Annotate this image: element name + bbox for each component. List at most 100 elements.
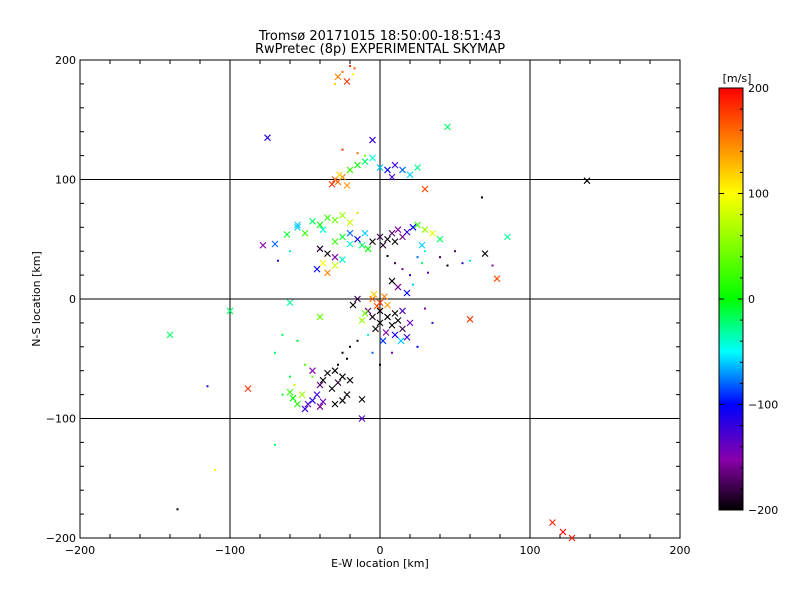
data-point-cross (369, 313, 376, 321)
data-point-cross (328, 180, 336, 188)
data-point-cross (294, 223, 301, 231)
data-point-cross (436, 235, 444, 243)
data-point-cross (259, 241, 267, 249)
data-point-cross (289, 394, 297, 402)
data-point-cross (466, 315, 474, 323)
data-point-cross (331, 262, 339, 269)
data-point-cross (324, 269, 331, 277)
x-tick-label: 0 (377, 544, 384, 557)
data-point-cross (381, 293, 388, 300)
data-point-cross (354, 235, 361, 243)
data-point-cross (421, 226, 429, 234)
data-point-dot (214, 468, 216, 471)
data-point-cross (358, 241, 366, 249)
data-point-cross (444, 123, 451, 131)
data-point-dot (353, 67, 356, 70)
data-point-dot (431, 321, 434, 324)
data-point-dot (349, 64, 351, 67)
data-point-cross (319, 259, 327, 267)
tick-marks (79, 59, 681, 539)
y-tick-label: 0 (69, 293, 76, 306)
data-point-dot (356, 211, 359, 214)
data-point-cross (339, 211, 346, 219)
data-point-cross (403, 289, 411, 297)
data-point-cross (301, 229, 309, 237)
data-point-cross (361, 229, 369, 237)
data-point-dot (341, 351, 344, 354)
data-point-dot (274, 443, 276, 446)
data-point-cross (331, 367, 339, 375)
data-point-dot (349, 345, 351, 348)
data-point-dot (394, 262, 396, 265)
data-point-cross (504, 233, 511, 241)
data-point-cross (331, 253, 339, 261)
data-point-dot (341, 70, 344, 73)
y-axis-label: N-S location [km] (30, 251, 43, 347)
data-point-dot (281, 333, 284, 336)
data-point-dot (341, 148, 344, 151)
data-point-cross (421, 185, 429, 193)
data-point-cross (373, 302, 381, 310)
data-point-cross (339, 373, 346, 381)
data-point-cross (283, 231, 291, 238)
data-point-dot (421, 262, 423, 265)
data-point-cross (549, 519, 556, 526)
data-point-cross (409, 223, 417, 231)
data-point-cross (406, 319, 414, 327)
data-point-dot (446, 264, 449, 267)
data-point-cross (328, 385, 336, 393)
data-point-cross (324, 369, 331, 377)
data-point-dot (424, 250, 426, 253)
data-point-cross (568, 534, 576, 542)
data-point-cross (369, 154, 376, 162)
data-point-cross (339, 256, 346, 263)
data-point-cross (331, 400, 339, 408)
data-point-cross (334, 379, 342, 387)
data-point-dot (469, 259, 471, 262)
data-points (166, 64, 591, 542)
data-point-cross (286, 388, 294, 396)
colorbar-tick-label: −200 (748, 504, 778, 517)
data-point-dot (277, 259, 279, 262)
data-point-dot (427, 271, 429, 274)
data-point-cross (346, 240, 354, 248)
x-axis-label: E-W location [km] (331, 557, 429, 570)
data-point-cross (414, 164, 421, 171)
data-point-cross (346, 219, 354, 226)
data-point-cross (304, 400, 312, 408)
data-point-cross (391, 161, 399, 169)
data-point-dot (304, 363, 306, 366)
data-point-cross (316, 245, 324, 253)
data-point-cross (429, 229, 436, 237)
data-point-cross (406, 171, 414, 179)
data-point-dot (491, 264, 494, 267)
data-point-cross (316, 403, 324, 410)
data-point-cross (316, 221, 324, 229)
data-point-dot (176, 508, 179, 511)
data-point-dot (454, 250, 456, 253)
data-point-dot (391, 351, 393, 354)
data-point-cross (346, 376, 354, 384)
data-point-cross (481, 250, 489, 257)
data-point-cross (388, 277, 396, 285)
data-point-cross (309, 397, 316, 404)
data-point-cross (388, 173, 396, 181)
data-point-cross (370, 290, 378, 298)
colorbar-tick-label: −100 (748, 399, 778, 412)
data-point-cross (376, 307, 384, 315)
data-point-cross (358, 415, 366, 422)
y-tick-label: 100 (55, 174, 76, 187)
data-point-cross (399, 166, 406, 174)
data-point-cross (493, 275, 501, 283)
data-point-dot (416, 345, 419, 348)
data-point-dot (289, 250, 291, 253)
data-point-cross (361, 309, 369, 317)
data-point-cross (418, 241, 426, 249)
data-point-cross (309, 367, 316, 375)
data-point-cross (264, 134, 271, 142)
data-point-cross (298, 391, 306, 398)
data-point-dot (356, 339, 359, 342)
data-point-cross (364, 245, 372, 253)
data-point-cross (414, 221, 421, 229)
